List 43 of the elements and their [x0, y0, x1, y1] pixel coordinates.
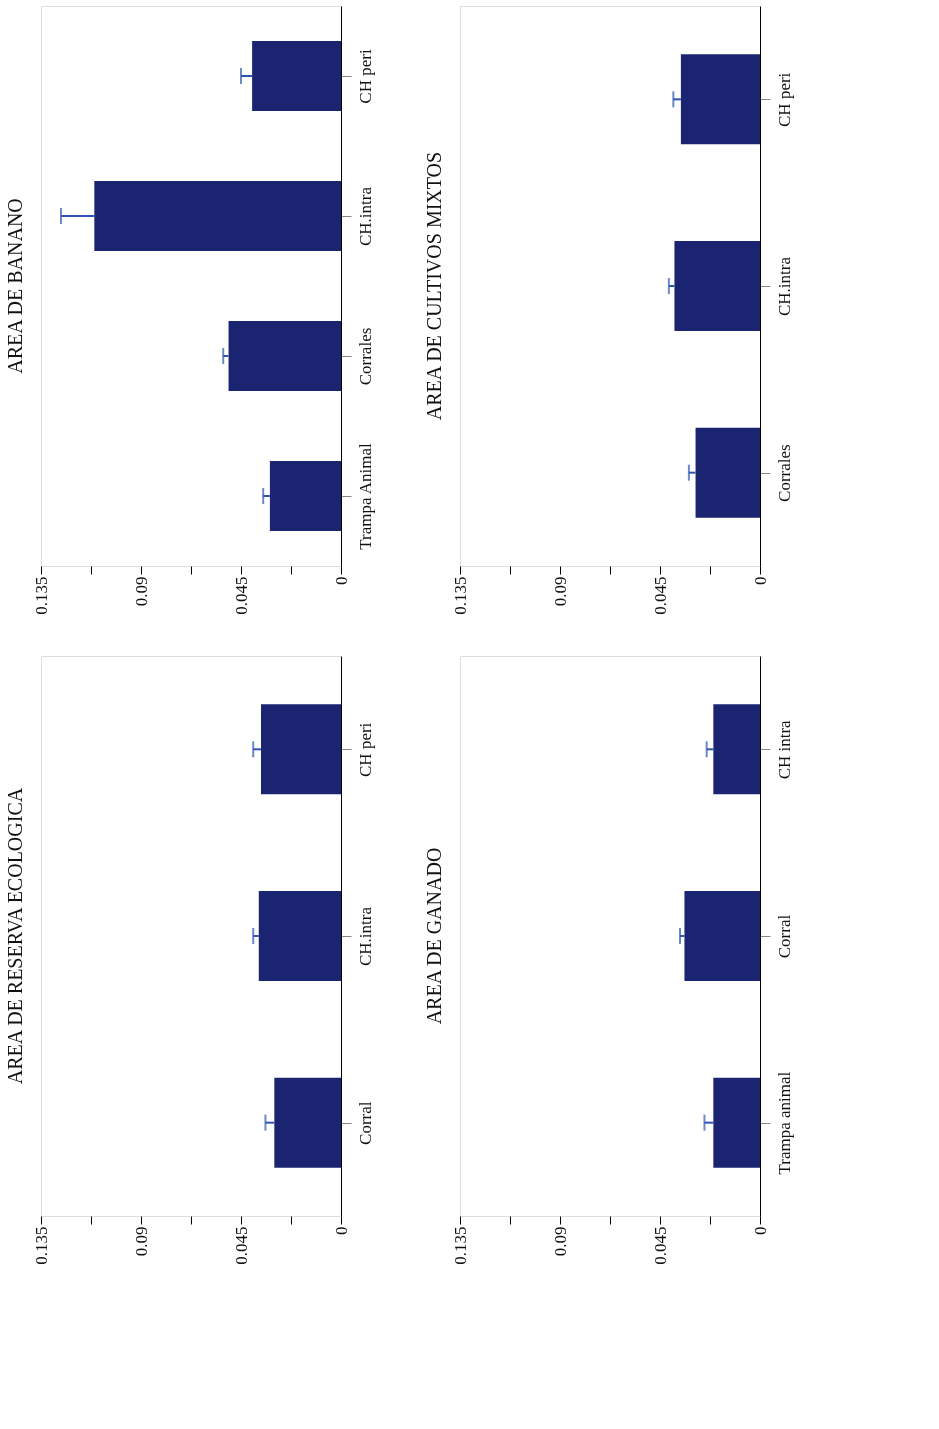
x-tick-label: 0.045: [650, 1226, 670, 1265]
x-tick-label: 0: [331, 1226, 351, 1235]
y-tick-label: Trampa Animal: [355, 442, 375, 550]
x-tick-label: 0: [331, 576, 351, 585]
text: AREA DE RESERVA ECOLOGICA: [4, 787, 26, 1085]
x-tick-label: 0.135: [31, 576, 51, 615]
y-tick-label: CH peri: [355, 49, 375, 104]
y-tick-label: Corral: [355, 1101, 375, 1145]
bar: [695, 427, 760, 518]
bar: [252, 41, 341, 111]
x-tick-label: 0.135: [450, 1226, 470, 1265]
bar: [228, 321, 341, 391]
x-tick-label: 0.09: [131, 1226, 151, 1257]
bar: [269, 461, 341, 531]
x-tick-label: 0.135: [450, 576, 470, 615]
x-tick-label: 0.045: [650, 576, 670, 615]
x-tick-label: 0: [750, 1226, 770, 1235]
bar: [94, 181, 341, 251]
x-tick-label: 0.045: [231, 576, 251, 615]
x-tick-label: 0: [750, 576, 770, 585]
y-tick-label: Corrales: [355, 327, 375, 386]
x-tick-label: 0.135: [31, 1226, 51, 1265]
text: AREA DE CULTIVOS MIXTOS: [423, 151, 445, 421]
bar: [258, 891, 341, 981]
text: AREA DE GANADO: [423, 847, 445, 1025]
x-tick-label: 0.045: [231, 1226, 251, 1265]
bar: [261, 704, 341, 795]
bar: [274, 1077, 341, 1168]
x-tick-label: 0.09: [550, 576, 570, 607]
bar: [680, 54, 760, 145]
y-tick-label: CH intra: [774, 719, 794, 780]
x-tick-label: 0.09: [550, 1226, 570, 1257]
y-tick-label: CH peri: [355, 722, 375, 777]
x-tick-label: 0.09: [131, 576, 151, 607]
y-tick-label: Trampa animal: [774, 1071, 794, 1175]
y-tick-label: Corral: [774, 914, 794, 959]
y-tick-label: CH.intra: [355, 186, 375, 247]
y-tick-label: CH.intra: [774, 256, 794, 317]
y-tick-label: CH.intra: [355, 906, 375, 967]
y-tick-label: Corrales: [774, 444, 794, 502]
bar: [674, 241, 760, 331]
text: AREA DE BANANO: [4, 198, 26, 374]
y-tick-label: CH peri: [774, 72, 794, 127]
